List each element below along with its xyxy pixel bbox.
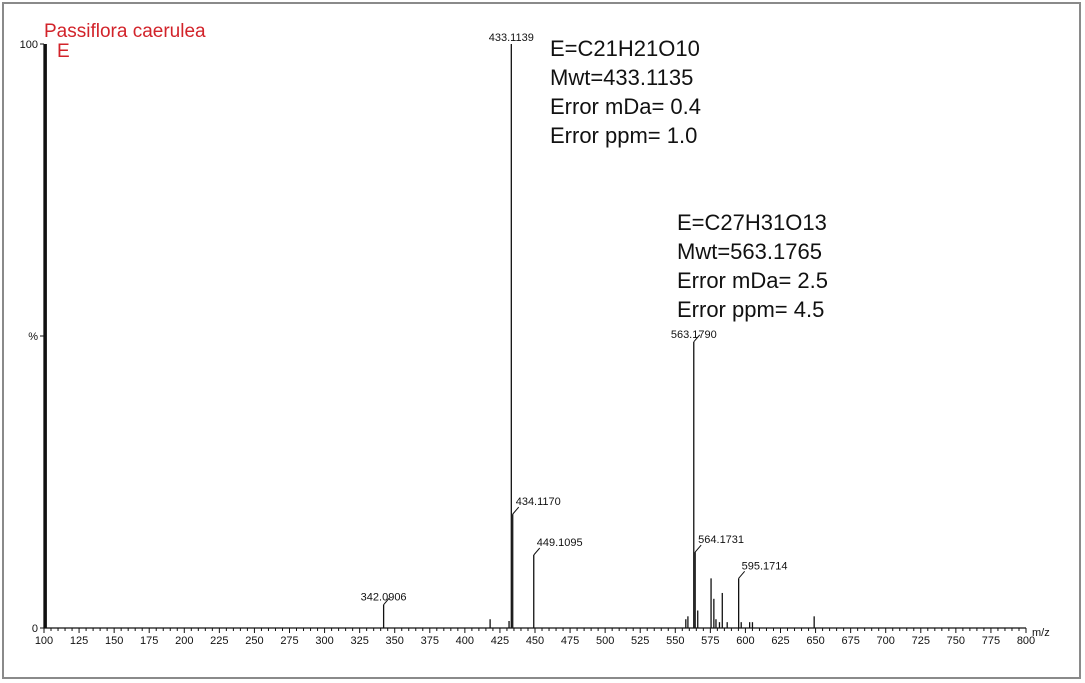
chart-title: Passiflora caerulea — [44, 21, 206, 42]
x-tick-label: 550 — [666, 635, 684, 647]
y-tick-label: % — [28, 331, 38, 343]
x-tick-label: 250 — [245, 635, 263, 647]
y-tick-label: 100 — [20, 39, 38, 51]
peak-label: 595.1714 — [742, 560, 788, 572]
peak-label-leader — [512, 506, 520, 515]
annotation-mwt: Mwt=563.1765 — [677, 239, 822, 264]
x-tick-label: 500 — [596, 635, 614, 647]
peak-label-leader — [383, 597, 390, 605]
x-tick-label: 600 — [736, 635, 754, 647]
x-tick-label: 350 — [386, 635, 404, 647]
x-tick-label: 450 — [526, 635, 544, 647]
annotation-box-2: E=C27H31O13 Mwt=563.1765 Error mDa= 2.5 … — [677, 208, 828, 324]
peak-labels: 342.0906 433.1139 434.1170 449.1095 563.1790… — [361, 32, 788, 605]
annotation-error-ppm: Error ppm= 4.5 — [677, 297, 825, 322]
x-tick-label: 325 — [350, 635, 368, 647]
peak-label: 563.1790 — [671, 329, 717, 341]
x-tick-label: 750 — [947, 635, 965, 647]
x-tick-label: 125 — [70, 635, 88, 647]
annotation-mwt: Mwt=433.1135 — [550, 65, 694, 90]
annotation-error-ppm: Error ppm= 1.0 — [550, 123, 698, 148]
x-tick-label: 525 — [631, 635, 649, 647]
x-tick-label: 375 — [421, 635, 439, 647]
peak-label-leader — [693, 334, 701, 343]
annotation-formula: E=C21H21O10 — [550, 36, 700, 61]
peak-label-leader — [533, 547, 541, 556]
x-tick-label: 800 — [1017, 635, 1035, 647]
x-tick-label: 150 — [105, 635, 123, 647]
annotation-box-1: E=C21H21O10 Mwt=433.1135 Error mDa= 0.4 … — [550, 34, 701, 150]
annotation-error-mda: Error mDa= 2.5 — [677, 268, 828, 293]
axes: 100 125 150 175 200 225 250 275 300 325 350 375 400 4… — [20, 39, 1050, 647]
annotation-formula: E=C27H31O13 — [677, 210, 827, 235]
peak-label: 564.1731 — [698, 534, 744, 546]
x-tick-label: 225 — [210, 635, 228, 647]
annotation-error-mda: Error mDa= 0.4 — [550, 94, 701, 119]
x-tick-label: 650 — [806, 635, 824, 647]
peak-label-leader — [738, 571, 746, 579]
x-tick-label: 575 — [701, 635, 719, 647]
x-tick-label: 300 — [315, 635, 333, 647]
x-tick-label: 175 — [140, 635, 158, 647]
peak-label: 433.1139 — [489, 32, 534, 44]
y-tick-label: 0 — [32, 623, 38, 635]
peak-label: 449.1095 — [537, 537, 583, 549]
peak-label: 342.0906 — [361, 592, 407, 604]
x-tick-label: 625 — [771, 635, 789, 647]
x-tick-label: 275 — [280, 635, 298, 647]
x-tick-label: 775 — [982, 635, 1000, 647]
x-tick-label: 725 — [912, 635, 930, 647]
x-axis-label: m/z — [1032, 627, 1050, 639]
x-tick-label: 100 — [35, 635, 53, 647]
peak-series — [43, 44, 815, 628]
x-tick-label: 200 — [175, 635, 193, 647]
x-tick-label: 700 — [877, 635, 895, 647]
peak-label: 434.1170 — [516, 496, 561, 508]
x-tick-label: 475 — [561, 635, 579, 647]
x-tick-label: 425 — [491, 635, 509, 647]
peak-label-leader — [694, 544, 702, 553]
x-tick-label: 675 — [841, 635, 859, 647]
chart-subtitle: E — [57, 41, 70, 62]
x-tick-label: 400 — [456, 635, 474, 647]
